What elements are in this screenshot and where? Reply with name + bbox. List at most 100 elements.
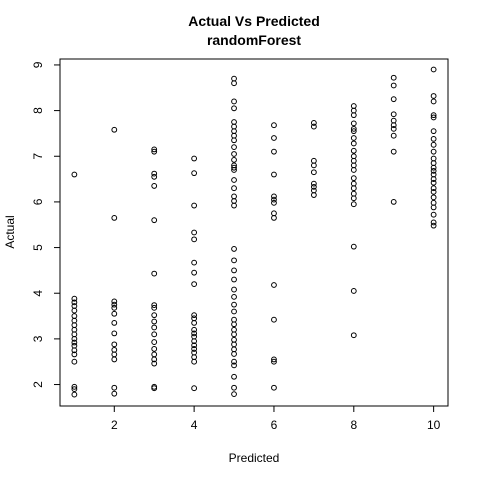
data-point (350, 140, 357, 147)
data-point (350, 112, 357, 119)
data-point (151, 385, 158, 392)
data-point (430, 136, 437, 142)
data-point (350, 175, 357, 182)
data-point (111, 126, 118, 133)
data-point (430, 188, 437, 195)
y-axis-label: Actual (3, 215, 17, 248)
data-point (191, 170, 198, 177)
data-point (231, 144, 237, 151)
data-point (191, 155, 198, 162)
data-point (231, 157, 237, 163)
data-point (231, 373, 237, 380)
y-axis: 2 3 4 5 6 7 8 9 (31, 61, 60, 388)
data-point (231, 301, 237, 308)
data-point (271, 316, 277, 323)
data-point (350, 128, 357, 135)
data-point (71, 307, 78, 314)
data-point (271, 171, 277, 178)
data-point (350, 201, 357, 208)
data-point (151, 312, 158, 319)
data-point (271, 356, 277, 363)
plot-frame (59, 58, 449, 407)
data-point (390, 74, 397, 81)
data-point (430, 222, 437, 229)
data-point (151, 304, 158, 311)
data-point (191, 385, 198, 392)
x-axis-label: Predicted (229, 451, 280, 465)
data-point (71, 358, 78, 365)
data-point (231, 391, 237, 398)
x-tick-label: 4 (191, 418, 198, 432)
data-point (231, 293, 237, 300)
data-point (310, 192, 317, 198)
data-point (271, 122, 277, 129)
data-point (191, 358, 198, 365)
data-point (151, 148, 158, 155)
x-tick-label: 6 (271, 418, 278, 432)
data-point (151, 360, 158, 367)
data-point (151, 346, 158, 352)
data-point (231, 98, 237, 105)
data-point (231, 267, 237, 274)
data-point (151, 270, 158, 277)
data-point (111, 304, 118, 311)
data-point (231, 137, 237, 144)
data-point (430, 164, 437, 171)
data-point (310, 180, 317, 187)
data-point (390, 82, 397, 89)
data-point (71, 299, 78, 306)
chart-title: Actual Vs Predicted (188, 13, 320, 29)
data-point (151, 183, 158, 189)
data-point (390, 199, 397, 205)
data-point (191, 202, 198, 209)
data-point (271, 384, 277, 391)
data-point (430, 185, 437, 192)
data-point (350, 332, 357, 339)
data-point (231, 331, 237, 338)
data-point (71, 391, 78, 398)
y-tick-label: 7 (31, 153, 45, 160)
data-point (111, 301, 118, 308)
data-point (231, 276, 237, 283)
data-point (231, 358, 237, 365)
data-point (350, 288, 357, 294)
data-point (191, 326, 198, 333)
data-point (390, 96, 397, 103)
y-tick-label: 2 (31, 381, 45, 388)
data-point (151, 217, 158, 224)
data-point (430, 141, 437, 148)
data-point (390, 132, 397, 139)
data-point (350, 243, 357, 250)
x-axis: 2 4 6 8 10 (111, 406, 441, 432)
data-point (231, 257, 237, 264)
data-point (111, 320, 118, 326)
data-point (430, 167, 437, 174)
data-point (151, 146, 158, 153)
data-point (350, 167, 357, 173)
data-point (231, 202, 237, 209)
data-point (231, 351, 237, 357)
data-point (71, 295, 78, 302)
data-point (390, 122, 397, 129)
y-tick-label: 8 (31, 107, 45, 114)
y-tick-label: 5 (31, 244, 45, 251)
data-point (430, 114, 437, 121)
data-point (310, 120, 317, 126)
data-point (430, 93, 437, 99)
data-point (271, 358, 277, 365)
data-point (390, 111, 397, 118)
data-point (310, 183, 317, 190)
data-point (151, 356, 158, 363)
data-point (111, 341, 118, 348)
y-tick-label: 6 (31, 198, 45, 205)
data-point (271, 196, 277, 203)
data-point (430, 66, 437, 73)
data-point (231, 308, 237, 315)
data-point (151, 318, 158, 325)
y-tick-label: 4 (31, 290, 45, 297)
x-tick-label: 8 (350, 418, 357, 432)
data-point (231, 246, 237, 252)
data-point (350, 135, 357, 141)
data-point (191, 269, 198, 276)
data-point (151, 324, 158, 331)
